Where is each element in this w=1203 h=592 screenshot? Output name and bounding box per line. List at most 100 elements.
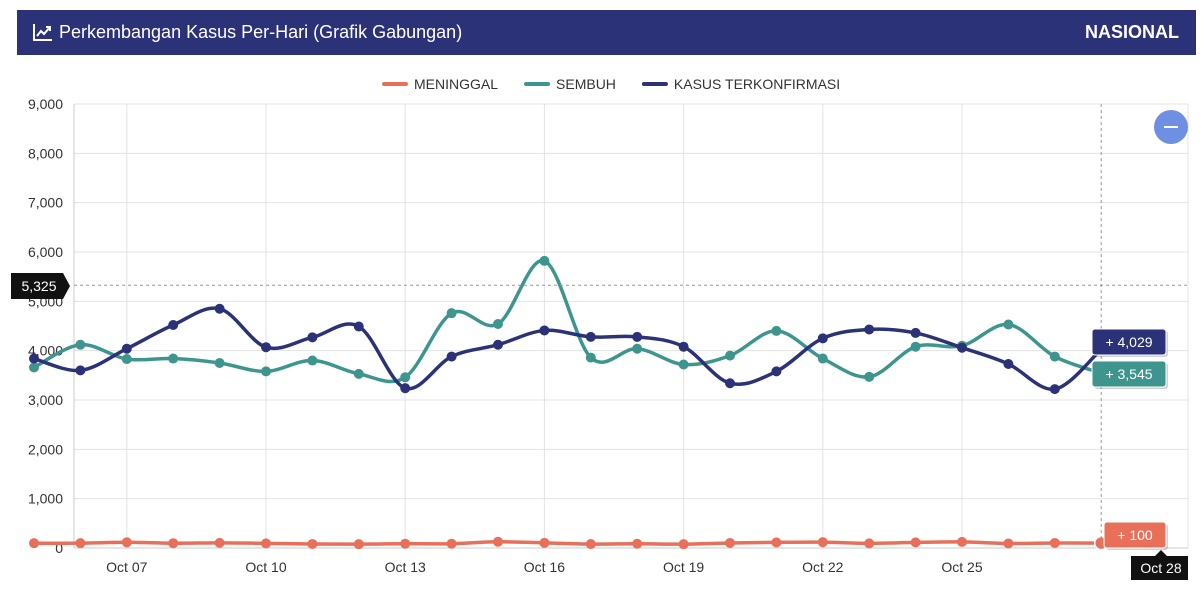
data-point[interactable]: [168, 538, 179, 549]
data-point[interactable]: [864, 538, 875, 549]
data-point[interactable]: [121, 537, 132, 548]
x-tick-label: Oct 19: [663, 559, 704, 575]
data-point[interactable]: [261, 538, 271, 549]
data-point[interactable]: [493, 536, 503, 547]
line-chart-icon: [33, 24, 52, 41]
data-point[interactable]: [539, 255, 550, 266]
chart-header: Perkembangan Kasus Per-Hari (Grafik Gabu…: [17, 10, 1196, 55]
data-point[interactable]: [446, 538, 457, 549]
y-tick-label: 8,000: [28, 145, 63, 161]
data-point[interactable]: [1049, 384, 1060, 395]
data-point[interactable]: [353, 368, 364, 379]
data-point[interactable]: [261, 366, 271, 377]
data-point[interactable]: [817, 333, 828, 344]
data-point[interactable]: [307, 538, 318, 549]
series-kasus-terkonfirmasi: [29, 303, 1109, 395]
data-point[interactable]: [910, 327, 921, 338]
data-point[interactable]: [307, 332, 318, 343]
data-point[interactable]: [1049, 351, 1060, 362]
data-point[interactable]: [632, 331, 643, 342]
data-point[interactable]: [585, 331, 596, 342]
tooltip-value: + 3,545: [1105, 366, 1152, 382]
x-tick-label: Oct 10: [245, 559, 286, 575]
legend-label: MENINGGAL: [414, 76, 498, 92]
x-tick-label: Oct 25: [941, 559, 982, 575]
legend-label: SEMBUH: [556, 76, 616, 92]
data-point[interactable]: [771, 325, 782, 336]
data-point[interactable]: [585, 352, 596, 363]
series-line: [33, 306, 1103, 391]
data-point[interactable]: [168, 353, 179, 364]
data-point[interactable]: [864, 324, 875, 335]
data-point[interactable]: [957, 536, 967, 547]
data-point[interactable]: [353, 321, 364, 332]
data-point[interactable]: [1003, 319, 1014, 330]
data-point[interactable]: [168, 320, 179, 331]
crosshair-y-label: 5,325: [21, 278, 56, 294]
data-point[interactable]: [632, 343, 643, 354]
data-point[interactable]: [725, 350, 735, 361]
data-point[interactable]: [585, 539, 596, 550]
data-point[interactable]: [771, 537, 782, 548]
legend-item-meninggal[interactable]: MENINGGAL: [382, 76, 498, 92]
data-point[interactable]: [957, 342, 967, 353]
data-point[interactable]: [400, 383, 411, 394]
chart-title: Perkembangan Kasus Per-Hari (Grafik Gabu…: [59, 22, 463, 42]
data-point[interactable]: [307, 355, 318, 366]
data-point[interactable]: [75, 365, 86, 376]
tooltip-kasus-terkonfirmasi: + 4,029: [1091, 328, 1168, 357]
data-point[interactable]: [817, 537, 828, 548]
series: [29, 255, 1109, 551]
data-point[interactable]: [864, 371, 875, 382]
data-point[interactable]: [817, 353, 828, 364]
data-point[interactable]: [910, 341, 921, 352]
data-point[interactable]: [678, 359, 689, 370]
data-point[interactable]: [539, 537, 550, 548]
data-point[interactable]: [725, 537, 735, 548]
series-sembuh: [29, 255, 1109, 384]
tooltip-value: + 100: [1117, 527, 1153, 543]
data-point[interactable]: [75, 538, 86, 549]
data-point[interactable]: [632, 538, 643, 549]
data-point[interactable]: [493, 339, 503, 350]
tooltip-box: [1103, 521, 1167, 549]
series-meninggal: [29, 535, 1109, 551]
data-point[interactable]: [75, 339, 86, 350]
data-point[interactable]: [725, 378, 735, 389]
y-tick-label: 9,000: [28, 96, 63, 112]
data-point[interactable]: [353, 539, 364, 550]
data-point[interactable]: [400, 372, 411, 383]
legend-item-sembuh[interactable]: SEMBUH: [524, 76, 616, 92]
data-point[interactable]: [261, 342, 271, 353]
data-point[interactable]: [1003, 358, 1014, 369]
data-point[interactable]: [29, 538, 39, 549]
data-point[interactable]: [214, 358, 225, 368]
data-point[interactable]: [539, 325, 550, 336]
data-point[interactable]: [678, 341, 689, 352]
data-point[interactable]: [121, 354, 132, 365]
y-tick-label: 6,000: [28, 244, 63, 260]
data-point[interactable]: [446, 351, 457, 362]
zoom-out-button[interactable]: [1154, 110, 1188, 144]
data-point[interactable]: [1003, 538, 1014, 549]
legend[interactable]: MENINGGAL SEMBUH KASUS TERKONFIRMASI: [382, 76, 840, 92]
data-point[interactable]: [29, 353, 39, 364]
tooltip-meninggal: + 100: [1103, 521, 1168, 550]
data-point[interactable]: [214, 537, 225, 548]
legend-item-kasus-terkonfirmasi[interactable]: KASUS TERKONFIRMASI: [641, 76, 840, 92]
data-point[interactable]: [910, 537, 921, 548]
data-point[interactable]: [771, 366, 782, 377]
axes: 01,0002,0003,0004,0005,0006,0007,0008,00…: [28, 96, 1189, 575]
data-point[interactable]: [1049, 537, 1060, 548]
data-point[interactable]: [446, 308, 457, 319]
data-point[interactable]: [678, 539, 689, 550]
y-tick-label: 1,000: [28, 491, 63, 507]
data-point[interactable]: [29, 362, 39, 373]
crosshair-y-label-bg: [11, 273, 70, 299]
data-point[interactable]: [493, 319, 503, 330]
x-tick-label: Oct 13: [385, 559, 426, 575]
crosshair-x-label-bg: [1131, 550, 1188, 580]
data-point[interactable]: [400, 538, 411, 549]
data-point[interactable]: [214, 303, 225, 314]
data-point[interactable]: [121, 343, 132, 354]
